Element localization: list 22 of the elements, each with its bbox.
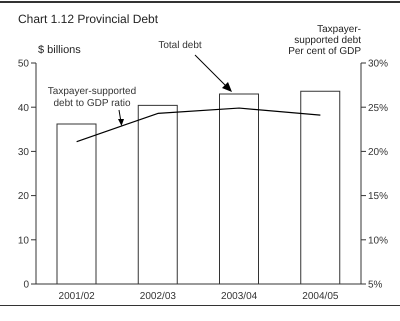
- y2-tick-label: 10%: [368, 235, 388, 246]
- x-tick-label: 2003/04: [221, 291, 258, 302]
- y-tick-label: 50: [18, 58, 30, 70]
- x-tick-label: 2001/02: [58, 291, 96, 302]
- y2-tick-label: 30%: [368, 58, 388, 70]
- y-tick-label: 10: [18, 235, 30, 246]
- y2-tick-label: 5%: [368, 280, 383, 291]
- y-tick-label: 20: [18, 191, 30, 202]
- chart-title: Chart 1.12 Provincial Debt: [18, 12, 158, 26]
- x-tick-label: 2002/03: [140, 291, 176, 302]
- y-tick-label: 0: [23, 280, 30, 291]
- text: Total debt: [157, 40, 203, 51]
- annotation: Taxpayer-supported debt to GDP ratio: [46, 86, 138, 110]
- x-tick-label: 2004/05: [302, 291, 339, 302]
- y2-axis-title: Taxpayer- supported debt Per cent of GDP: [288, 24, 361, 57]
- y-tick-label: 40: [18, 102, 30, 114]
- y2-tick-label: 25%: [368, 102, 388, 114]
- y2-tick-label: 15%: [368, 191, 388, 202]
- line-series: [76, 107, 321, 142]
- y-axis-title: $ billions: [38, 44, 81, 56]
- y2-tick-label: 20%: [368, 146, 388, 158]
- y-tick-label: 30: [18, 146, 30, 158]
